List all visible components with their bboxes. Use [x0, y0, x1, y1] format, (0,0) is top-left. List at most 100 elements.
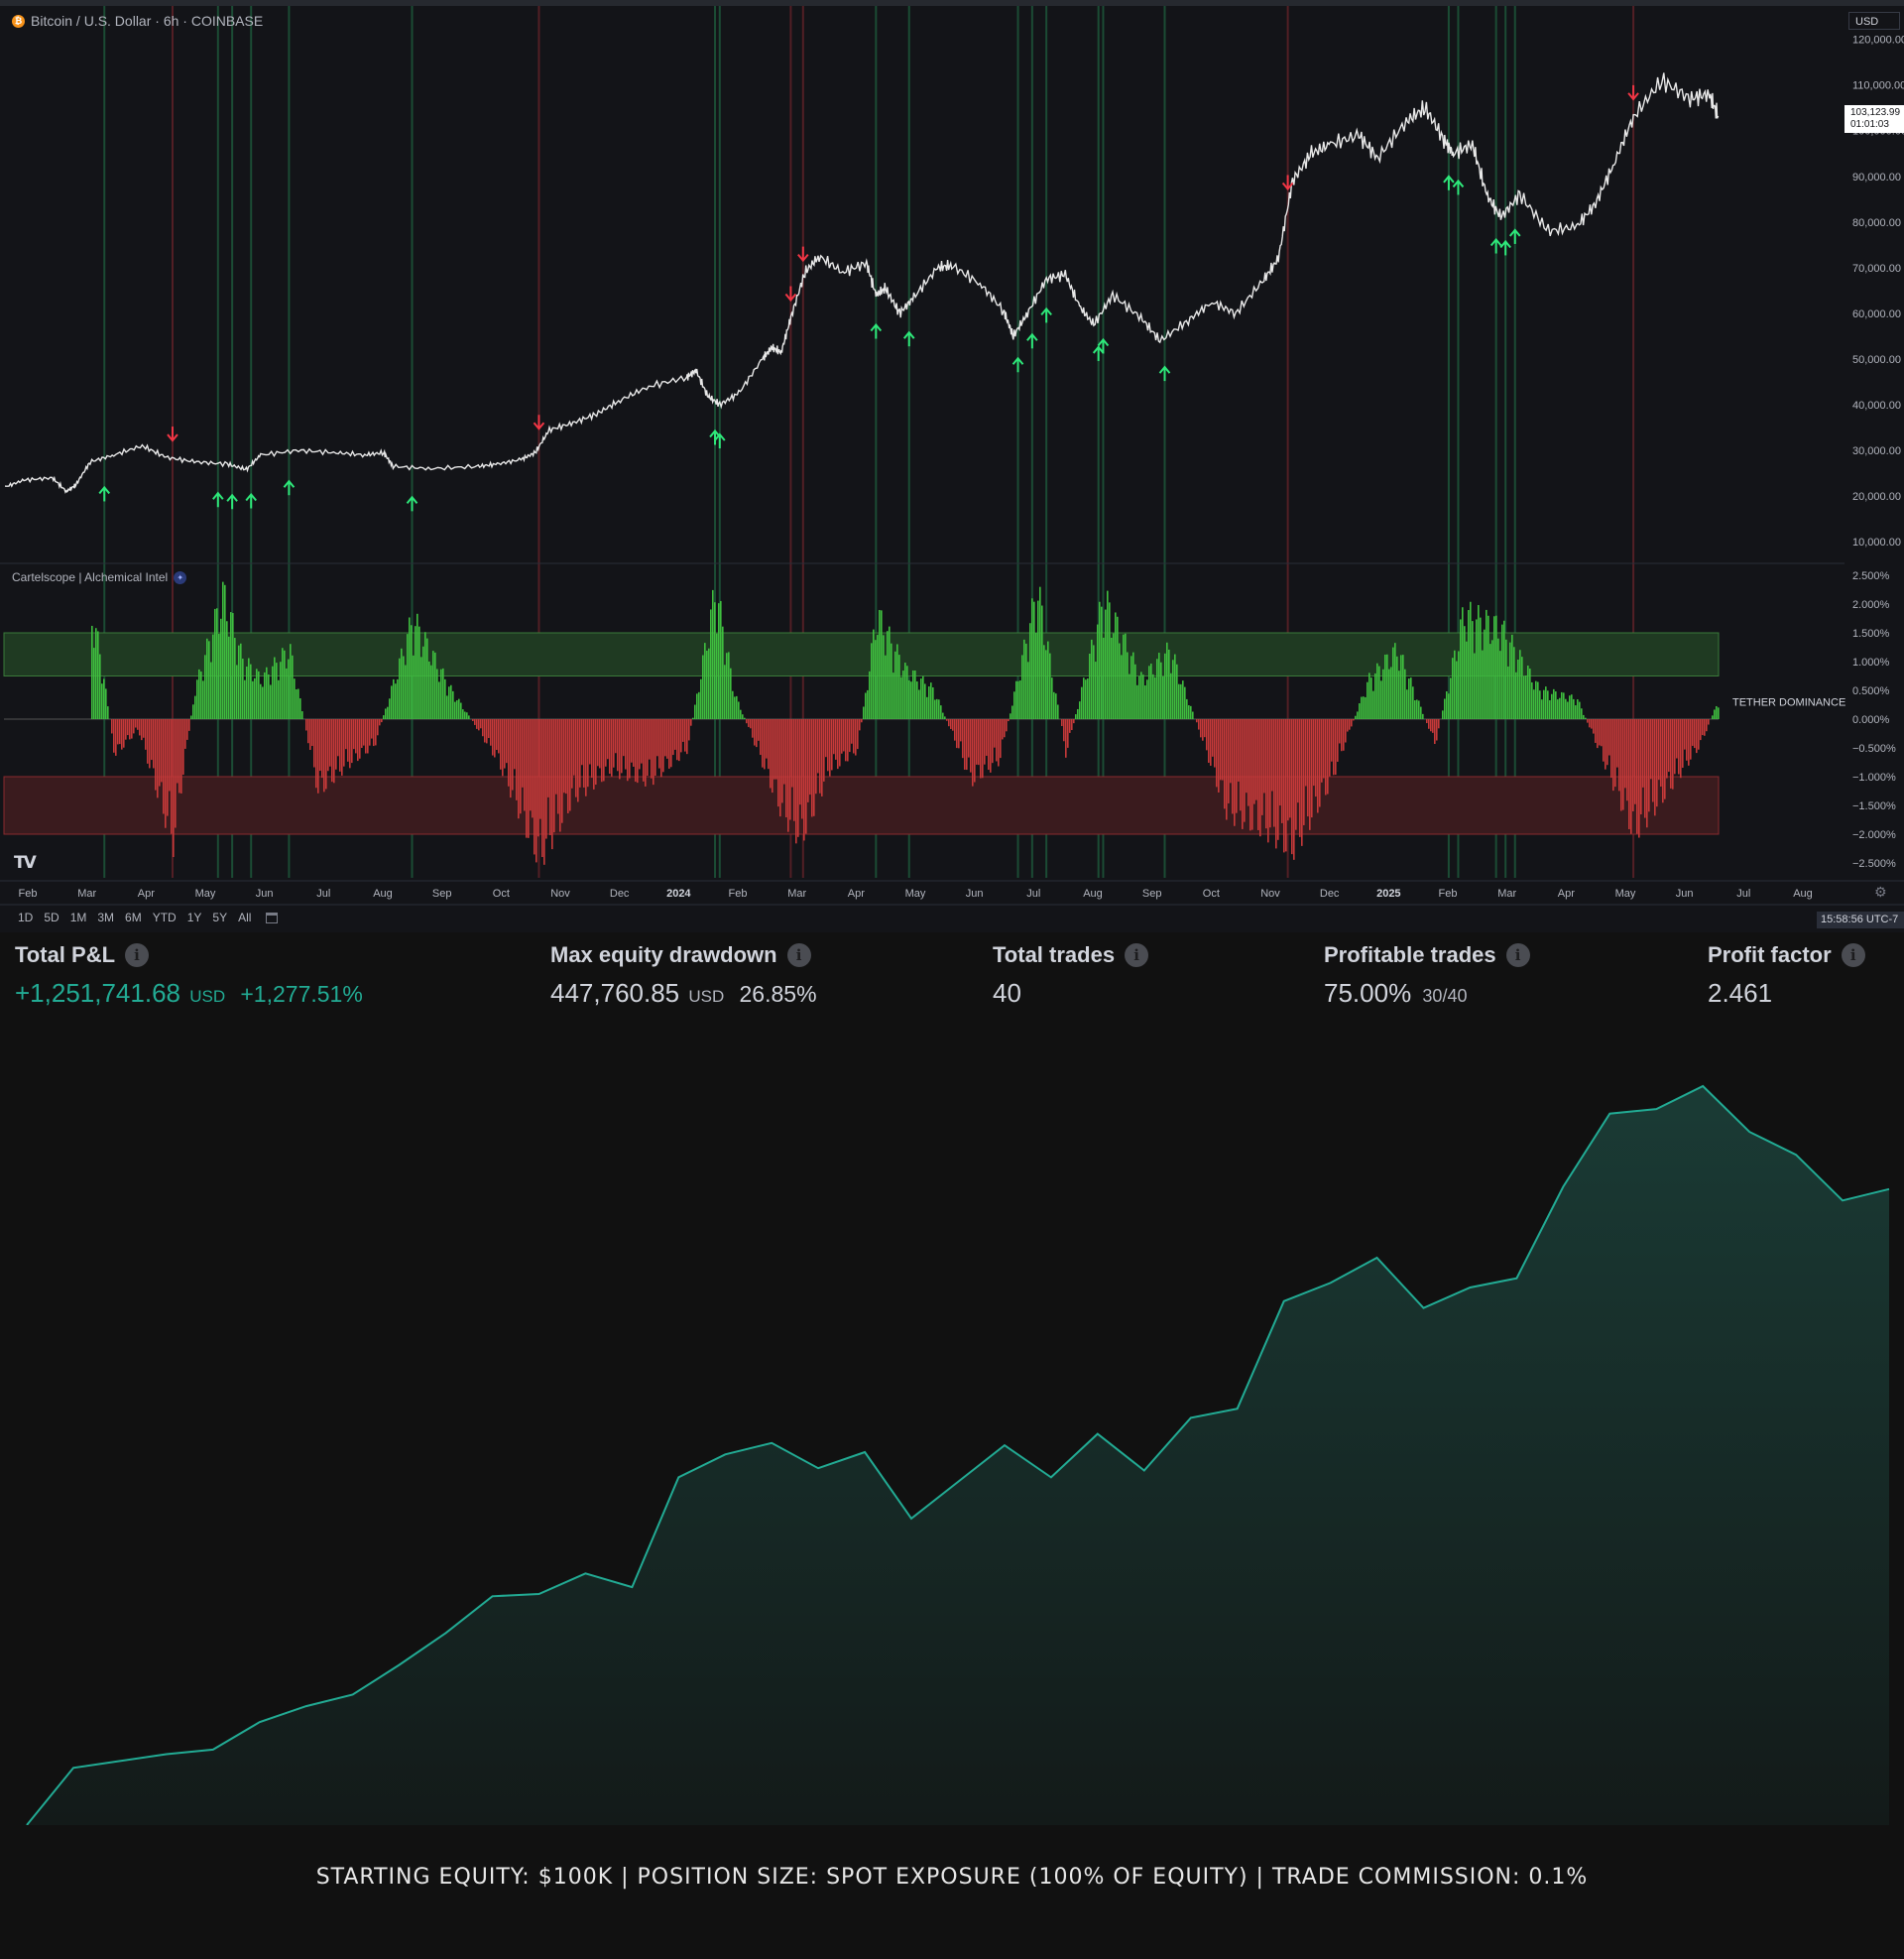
- dominance-bar: [309, 719, 311, 751]
- dominance-bar: [1333, 719, 1335, 776]
- range-button-all[interactable]: All: [238, 911, 252, 924]
- dominance-bar: [766, 719, 768, 759]
- dominance-bar: [329, 719, 331, 767]
- dominance-bar: [996, 719, 998, 762]
- dominance-bar: [549, 719, 551, 836]
- dominance-bar: [476, 719, 478, 729]
- dominance-bar: [633, 719, 635, 767]
- dominance-bar: [1595, 719, 1597, 743]
- price-chart-panel[interactable]: 120,000.00110,000.00100,000.0090,000.008…: [0, 0, 1904, 932]
- calendar-icon[interactable]: [266, 913, 279, 923]
- info-icon[interactable]: i: [125, 943, 150, 967]
- dominance-bar: [1640, 719, 1642, 815]
- dominance-bar: [1351, 719, 1353, 727]
- dominance-bar: [1553, 688, 1555, 719]
- range-button-5y[interactable]: 5Y: [212, 911, 228, 924]
- range-button-1d[interactable]: 1D: [18, 911, 34, 924]
- dominance-bar: [242, 659, 244, 719]
- btc-price-line: [4, 72, 1720, 494]
- dominance-bar: [994, 719, 996, 748]
- dominance-bar: [496, 719, 498, 751]
- dominance-bar: [714, 602, 716, 719]
- profitable-trades-value: 75.00%: [1324, 978, 1412, 1008]
- stat-max-drawdown: Max equity drawdown i 447,760.85 USD 26.…: [550, 942, 817, 1009]
- dominance-bar: [278, 679, 280, 719]
- range-button-1m[interactable]: 1M: [69, 911, 87, 924]
- range-button-6m[interactable]: 6M: [125, 911, 142, 924]
- dominance-bar: [1285, 719, 1287, 852]
- dominance-bar: [393, 678, 395, 719]
- dominance-bar: [444, 678, 446, 719]
- dominance-bar: [746, 719, 748, 724]
- dominance-bar: [1000, 719, 1002, 759]
- dominance-bar: [889, 626, 891, 719]
- dominance-bar: [825, 719, 827, 758]
- dominance-bar: [139, 719, 141, 736]
- dominance-bar: [339, 719, 341, 772]
- dominance-bar: [115, 719, 117, 756]
- dominance-bar: [442, 668, 444, 719]
- chart-canvas[interactable]: 120,000.00110,000.00100,000.0090,000.008…: [0, 0, 1904, 932]
- dominance-bar: [1460, 619, 1462, 719]
- info-icon[interactable]: i: [1505, 943, 1530, 967]
- info-icon[interactable]: i: [1125, 943, 1149, 967]
- dominance-bar: [105, 688, 107, 719]
- dominance-bar: [1476, 619, 1478, 719]
- range-button-ytd[interactable]: YTD: [152, 911, 177, 924]
- time-axis-label: Jun: [256, 888, 274, 900]
- dominance-bar: [1146, 679, 1148, 719]
- dominance-bar: [712, 589, 714, 719]
- dominance-bar: [1184, 686, 1186, 719]
- dominance-bar: [508, 719, 510, 787]
- range-button-3m[interactable]: 3M: [97, 911, 115, 924]
- dominance-bar: [315, 719, 317, 789]
- symbol-header[interactable]: ₿ Bitcoin / U.S. Dollar · 6h · COINBASE: [12, 13, 263, 29]
- dominance-bar: [1714, 709, 1716, 719]
- dominance-bar: [1307, 719, 1309, 817]
- dominance-bar: [1489, 644, 1491, 719]
- indicator-axis-label: 0.000%: [1852, 714, 1890, 726]
- dominance-bar: [1051, 677, 1053, 719]
- dominance-bar: [649, 719, 651, 760]
- dominance-bar: [1462, 607, 1464, 719]
- dominance-bar: [1527, 666, 1529, 719]
- dominance-bar: [926, 696, 928, 719]
- dominance-bar: [536, 719, 537, 863]
- dominance-bar: [1079, 701, 1081, 719]
- indicator-header[interactable]: Cartelscope | Alchemical Intel ✦: [12, 570, 187, 584]
- dominance-bar: [827, 719, 829, 772]
- dominance-bar: [694, 704, 696, 719]
- dominance-bar: [458, 698, 460, 719]
- dominance-bar: [841, 719, 843, 754]
- dominance-bar: [867, 689, 869, 719]
- buy-arrow-icon: [1158, 365, 1171, 382]
- dominance-bar: [1192, 711, 1194, 719]
- time-axis-label: 2024: [666, 888, 691, 900]
- tradingview-logo-icon[interactable]: TV: [14, 853, 37, 873]
- dominance-bar: [1248, 719, 1250, 806]
- dominance-bar: [736, 695, 738, 719]
- dominance-bar: [952, 719, 954, 731]
- max-drawdown-unit: USD: [688, 987, 725, 1006]
- dominance-bar: [1426, 719, 1428, 724]
- dominance-bar: [611, 719, 613, 777]
- range-button-5d[interactable]: 5D: [44, 911, 60, 924]
- buy-arrow-icon: [902, 330, 915, 347]
- settings-gear-icon[interactable]: ⚙: [1874, 884, 1887, 900]
- dominance-bar: [1482, 650, 1484, 719]
- dominance-bar: [815, 719, 817, 795]
- currency-selector[interactable]: USD: [1848, 12, 1900, 30]
- time-axis-label: Jul: [1026, 888, 1040, 900]
- dominance-bar: [436, 669, 438, 719]
- timezone-clock[interactable]: 15:58:56 UTC-7: [1817, 912, 1904, 928]
- dominance-bar: [1678, 719, 1680, 775]
- dominance-bar: [450, 684, 452, 719]
- dominance-bar: [1212, 719, 1214, 757]
- dominance-bar: [369, 719, 371, 746]
- dominance-bar: [196, 679, 198, 719]
- range-button-1y[interactable]: 1Y: [186, 911, 202, 924]
- info-icon[interactable]: i: [786, 943, 811, 967]
- dominance-bar: [1343, 719, 1345, 751]
- info-icon[interactable]: i: [1841, 943, 1865, 967]
- buy-arrow-icon: [1026, 332, 1038, 349]
